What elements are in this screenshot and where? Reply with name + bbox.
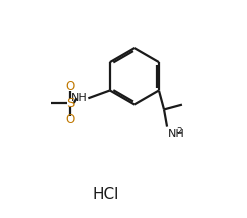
Text: S: S (66, 97, 75, 110)
Text: NH: NH (168, 129, 185, 139)
Text: 2: 2 (176, 128, 182, 136)
Text: O: O (66, 113, 75, 126)
Text: HCl: HCl (93, 187, 119, 201)
Text: NH: NH (70, 93, 87, 103)
Text: O: O (66, 80, 75, 93)
